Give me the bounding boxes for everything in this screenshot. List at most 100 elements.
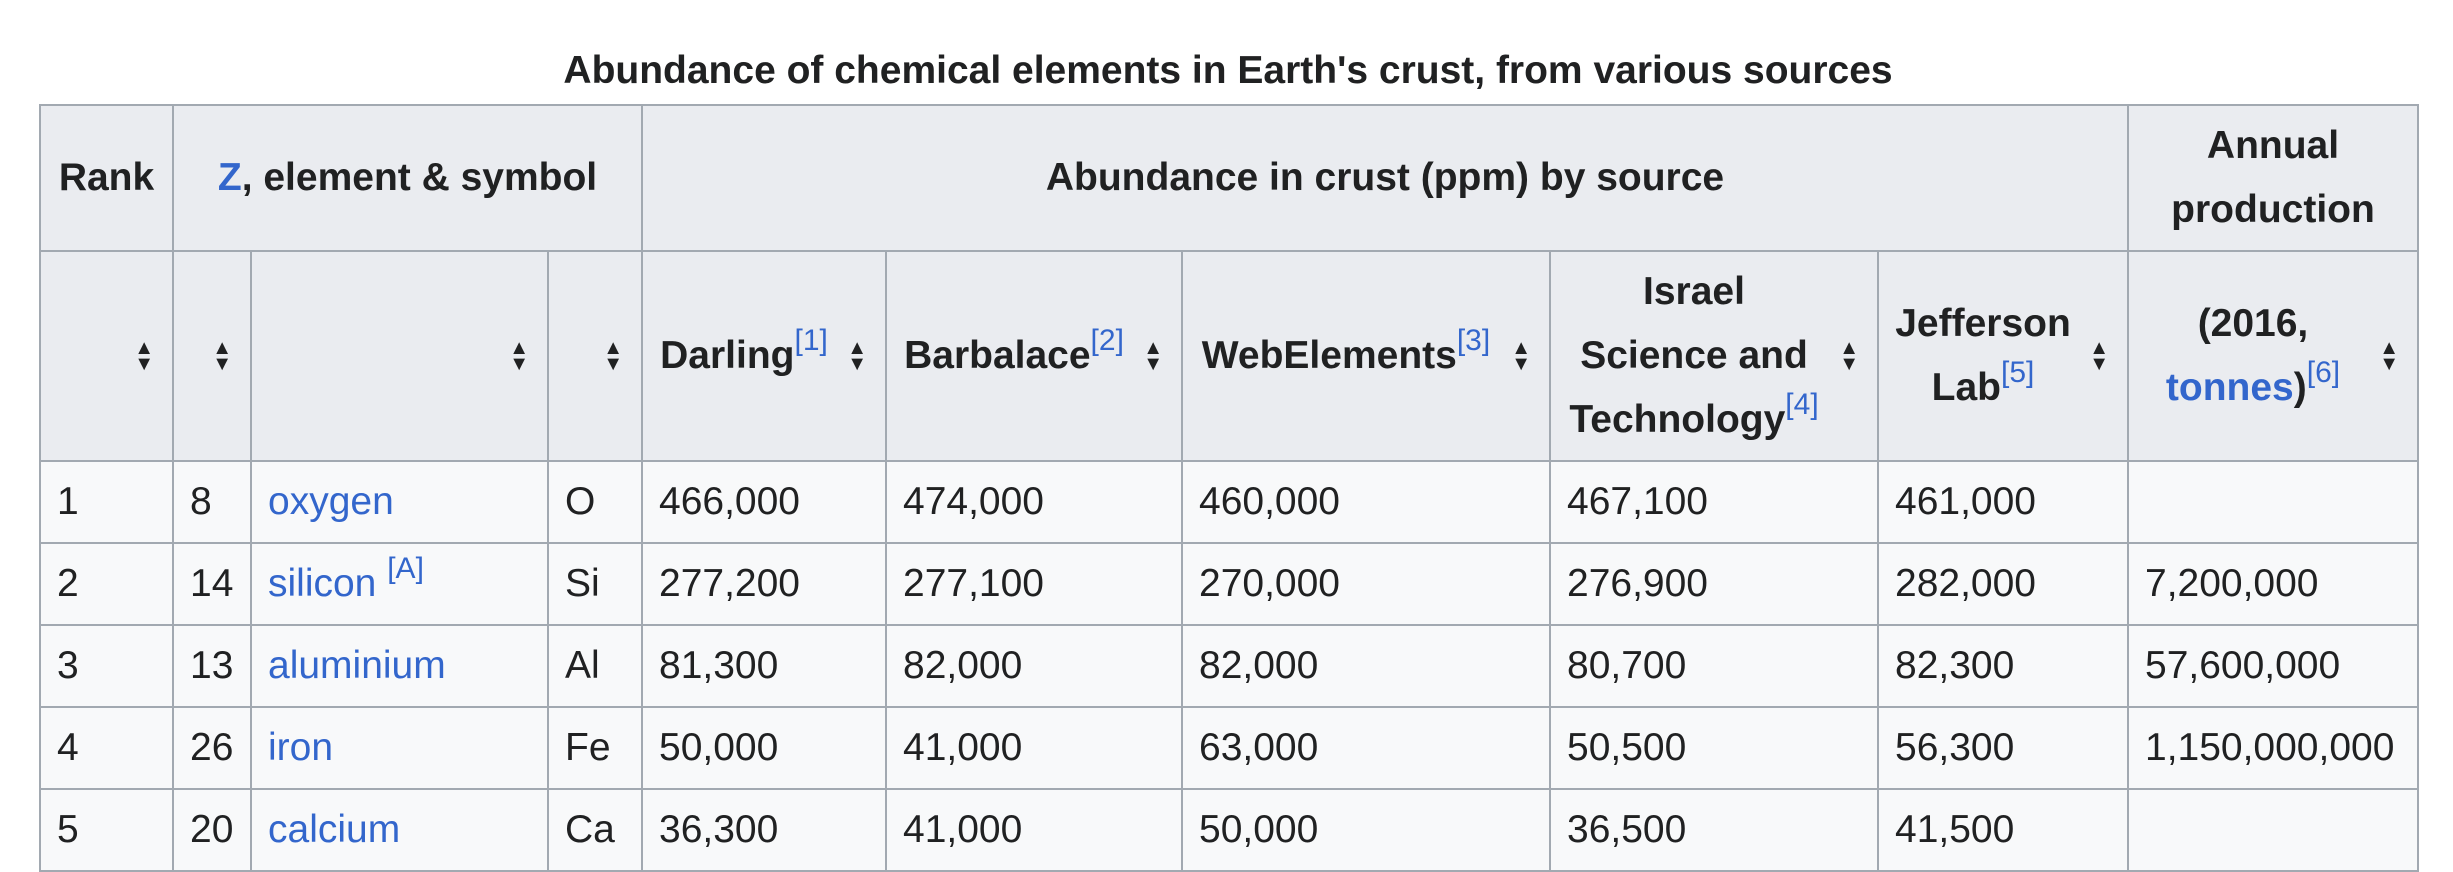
table-row: 4 26 iron Fe 50,000 41,000 63,000 50,500… — [39, 706, 2419, 790]
jefferson-ref-link[interactable]: [5] — [2000, 356, 2035, 389]
annual-production-header: Annual production — [2127, 104, 2419, 252]
barbalace-header: Barbalace — [904, 334, 1091, 377]
barbalace-cell: 41,000 — [885, 706, 1183, 790]
webelements-ref-link[interactable]: [3] — [1456, 324, 1491, 357]
israel-cell: 467,100 — [1549, 460, 1879, 544]
sort-production-column[interactable]: (2016, tonnes)[6] ▲ ▼ — [2127, 250, 2419, 462]
barbalace-cell: 474,000 — [885, 460, 1183, 544]
jefferson-cell: 461,000 — [1877, 460, 2129, 544]
sort-rank-column[interactable]: ▲ ▼ — [39, 250, 174, 462]
sort-up-down-icon: ▲ ▼ — [509, 337, 529, 375]
israel-ref-link[interactable]: [4] — [1785, 388, 1819, 421]
sort-webelements-column[interactable]: WebElements[3] ▲ ▼ — [1181, 250, 1551, 462]
sort-israel-column[interactable]: Israel Science and Technology[4] ▲ ▼ — [1549, 250, 1879, 462]
sort-z-column[interactable]: ▲ ▼ — [172, 250, 252, 462]
israel-header-line3: Technology — [1569, 398, 1786, 441]
table-caption: Abundance of chemical elements in Earth'… — [563, 49, 1893, 92]
sort-up-down-icon: ▲ ▼ — [1839, 337, 1859, 375]
symbol-cell: Si — [547, 542, 643, 626]
sort-barbalace-column[interactable]: Barbalace[2] ▲ ▼ — [885, 250, 1183, 462]
table-row: 5 20 calcium Ca 36,300 41,000 50,000 36,… — [39, 788, 2419, 872]
jefferson-cell: 82,300 — [1877, 624, 2129, 708]
production-cell: 1,150,000,000 — [2127, 706, 2419, 790]
israel-header-line2: Science and — [1580, 334, 1808, 377]
barbalace-cell: 277,100 — [885, 542, 1183, 626]
z-cell: 20 — [172, 788, 252, 872]
sort-symbol-column[interactable]: ▲ ▼ — [547, 250, 643, 462]
symbol-cell: Ca — [547, 788, 643, 872]
table-row: 2 14 silicon [A] Si 277,200 277,100 270,… — [39, 542, 2419, 626]
barbalace-cell: 41,000 — [885, 788, 1183, 872]
z-cell: 26 — [172, 706, 252, 790]
rank-header: Rank — [39, 104, 174, 252]
darling-ref-link[interactable]: [1] — [794, 324, 828, 357]
barbalace-cell: 82,000 — [885, 624, 1183, 708]
jefferson-cell: 41,500 — [1877, 788, 2129, 872]
darling-cell: 277,200 — [641, 542, 887, 626]
webelements-header: WebElements — [1201, 334, 1457, 377]
israel-header-line1: Israel — [1643, 270, 1745, 313]
element-cell: silicon [A] — [250, 542, 549, 626]
israel-cell: 276,900 — [1549, 542, 1879, 626]
darling-cell: 81,300 — [641, 624, 887, 708]
tonnes-link[interactable]: tonnes — [2165, 366, 2294, 409]
sort-up-down-icon: ▲ ▼ — [2089, 337, 2109, 375]
barbalace-ref-link[interactable]: [2] — [1090, 324, 1124, 357]
sort-up-down-icon: ▲ ▼ — [1511, 337, 1531, 375]
table-row: 1 8 oxygen O 466,000 474,000 460,000 467… — [39, 460, 2419, 544]
z-cell: 13 — [172, 624, 252, 708]
header-row-sortable: ▲ ▼ ▲ ▼ ▲ ▼ ▲ ▼ Darling[1] ▲ ▼ Barbalace[2] ▲… — [39, 250, 2419, 462]
abundance-table: Rank Z, element & symbol Abundance in cr… — [39, 104, 2419, 872]
element-link[interactable]: silicon — [268, 562, 377, 605]
element-link[interactable]: oxygen — [268, 480, 394, 523]
jefferson-cell: 56,300 — [1877, 706, 2129, 790]
element-link[interactable]: iron — [268, 726, 334, 769]
element-group-label: , element & symbol — [241, 156, 598, 199]
sort-up-down-icon: ▲ ▼ — [603, 337, 623, 375]
element-cell: calcium — [250, 788, 549, 872]
sort-up-down-icon: ▲ ▼ — [212, 337, 232, 375]
production-ref-link[interactable]: [6] — [2306, 356, 2341, 389]
webelements-cell: 460,000 — [1181, 460, 1551, 544]
z-link[interactable]: Z — [217, 156, 242, 199]
abundance-group-header: Abundance in crust (ppm) by source — [641, 104, 2129, 252]
z-cell: 14 — [172, 542, 252, 626]
header-row-top: Rank Z, element & symbol Abundance in cr… — [39, 104, 2419, 252]
jefferson-cell: 282,000 — [1877, 542, 2129, 626]
production-cell — [2127, 788, 2419, 872]
sort-up-down-icon: ▲ ▼ — [134, 337, 154, 375]
sort-jefferson-column[interactable]: Jefferson Lab[5] ▲ ▼ — [1877, 250, 2129, 462]
sort-element-column[interactable]: ▲ ▼ — [250, 250, 549, 462]
element-link[interactable]: calcium — [268, 808, 401, 851]
rank-cell: 2 — [39, 542, 174, 626]
webelements-cell: 63,000 — [1181, 706, 1551, 790]
jefferson-header-line2: Lab — [1931, 366, 2001, 409]
element-group-header: Z, element & symbol — [172, 104, 643, 252]
darling-cell: 466,000 — [641, 460, 887, 544]
israel-cell: 36,500 — [1549, 788, 1879, 872]
note-link[interactable]: [A] — [387, 552, 424, 585]
webelements-cell: 50,000 — [1181, 788, 1551, 872]
production-cell: 7,200,000 — [2127, 542, 2419, 626]
element-cell: oxygen — [250, 460, 549, 544]
israel-cell: 80,700 — [1549, 624, 1879, 708]
israel-cell: 50,500 — [1549, 706, 1879, 790]
symbol-cell: Al — [547, 624, 643, 708]
element-cell: iron — [250, 706, 549, 790]
rank-cell: 3 — [39, 624, 174, 708]
rank-cell: 5 — [39, 788, 174, 872]
webelements-cell: 82,000 — [1181, 624, 1551, 708]
sort-darling-column[interactable]: Darling[1] ▲ ▼ — [641, 250, 887, 462]
sort-up-down-icon: ▲ ▼ — [847, 337, 867, 375]
sort-up-down-icon: ▲ ▼ — [1143, 337, 1163, 375]
symbol-cell: O — [547, 460, 643, 544]
production-header-line1: (2016, — [2197, 302, 2309, 345]
darling-cell: 50,000 — [641, 706, 887, 790]
symbol-cell: Fe — [547, 706, 643, 790]
webelements-cell: 270,000 — [1181, 542, 1551, 626]
jefferson-header-line1: Jefferson — [1895, 302, 2071, 345]
table-row: 3 13 aluminium Al 81,300 82,000 82,000 8… — [39, 624, 2419, 708]
element-link[interactable]: aluminium — [268, 644, 446, 687]
element-cell: aluminium — [250, 624, 549, 708]
production-cell: 57,600,000 — [2127, 624, 2419, 708]
